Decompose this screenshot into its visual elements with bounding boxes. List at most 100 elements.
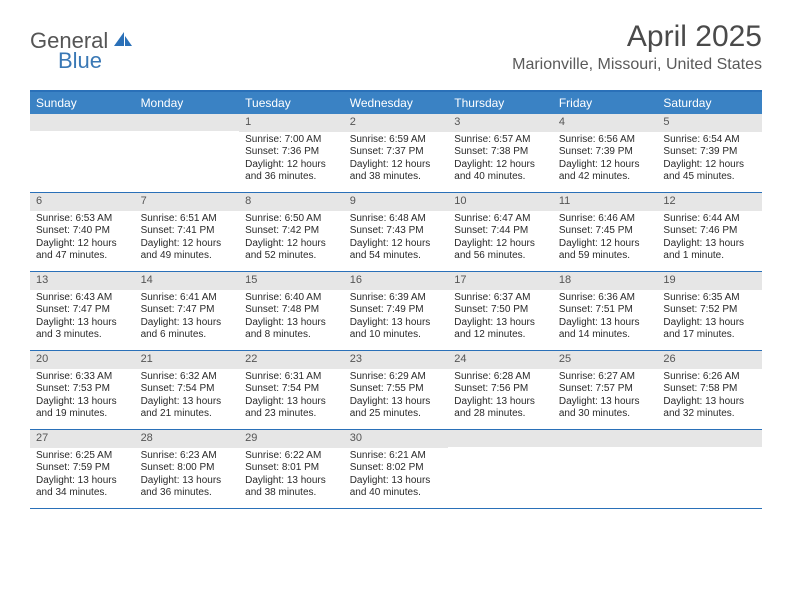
sunrise-text: Sunrise: 6:22 AM: [245, 450, 338, 463]
day-number: 6: [30, 193, 135, 211]
day-number: 12: [657, 193, 762, 211]
sunrise-text: Sunrise: 6:59 AM: [350, 134, 443, 147]
daylight1-text: Daylight: 12 hours: [559, 238, 652, 251]
day-content: Sunrise: 6:53 AMSunset: 7:40 PMDaylight:…: [30, 211, 135, 267]
day-number: 8: [239, 193, 344, 211]
sunrise-text: Sunrise: 6:51 AM: [141, 213, 234, 226]
sunset-text: Sunset: 7:54 PM: [141, 383, 234, 396]
header: General April 2025 Marionville, Missouri…: [0, 0, 792, 82]
sunset-text: Sunset: 7:45 PM: [559, 225, 652, 238]
daylight2-text: and 36 minutes.: [141, 487, 234, 500]
daylight1-text: Daylight: 12 hours: [663, 159, 756, 172]
day-number: 10: [448, 193, 553, 211]
day-cell: 23Sunrise: 6:29 AMSunset: 7:55 PMDayligh…: [344, 351, 449, 429]
sunrise-text: Sunrise: 6:44 AM: [663, 213, 756, 226]
day-content: Sunrise: 6:36 AMSunset: 7:51 PMDaylight:…: [553, 290, 658, 346]
sunset-text: Sunset: 7:39 PM: [663, 146, 756, 159]
daylight1-text: Daylight: 13 hours: [454, 396, 547, 409]
day-cell: 30Sunrise: 6:21 AMSunset: 8:02 PMDayligh…: [344, 430, 449, 508]
sunrise-text: Sunrise: 6:23 AM: [141, 450, 234, 463]
day-number: 4: [553, 114, 658, 132]
sunrise-text: Sunrise: 6:40 AM: [245, 292, 338, 305]
day-cell: 19Sunrise: 6:35 AMSunset: 7:52 PMDayligh…: [657, 272, 762, 350]
title-block: April 2025 Marionville, Missouri, United…: [512, 20, 762, 74]
day-cell: 8Sunrise: 6:50 AMSunset: 7:42 PMDaylight…: [239, 193, 344, 271]
daylight2-text: and 28 minutes.: [454, 408, 547, 421]
weekday-header: Wednesday: [344, 92, 449, 114]
sunset-text: Sunset: 7:55 PM: [350, 383, 443, 396]
day-cell: 5Sunrise: 6:54 AMSunset: 7:39 PMDaylight…: [657, 114, 762, 192]
day-number: 14: [135, 272, 240, 290]
calendar: Sunday Monday Tuesday Wednesday Thursday…: [30, 90, 762, 509]
daylight1-text: Daylight: 12 hours: [36, 238, 129, 251]
sunrise-text: Sunrise: 6:47 AM: [454, 213, 547, 226]
sunset-text: Sunset: 7:53 PM: [36, 383, 129, 396]
day-content: Sunrise: 6:46 AMSunset: 7:45 PMDaylight:…: [553, 211, 658, 267]
day-content: Sunrise: 6:37 AMSunset: 7:50 PMDaylight:…: [448, 290, 553, 346]
weekday-header: Tuesday: [239, 92, 344, 114]
empty-day-number: [553, 430, 658, 447]
sunrise-text: Sunrise: 6:43 AM: [36, 292, 129, 305]
day-cell: [30, 114, 135, 192]
daylight1-text: Daylight: 12 hours: [454, 159, 547, 172]
day-number: 27: [30, 430, 135, 448]
sunset-text: Sunset: 7:44 PM: [454, 225, 547, 238]
day-content: Sunrise: 6:39 AMSunset: 7:49 PMDaylight:…: [344, 290, 449, 346]
day-content: Sunrise: 6:43 AMSunset: 7:47 PMDaylight:…: [30, 290, 135, 346]
daylight2-text: and 12 minutes.: [454, 329, 547, 342]
day-number: 26: [657, 351, 762, 369]
sunset-text: Sunset: 8:01 PM: [245, 462, 338, 475]
day-cell: 28Sunrise: 6:23 AMSunset: 8:00 PMDayligh…: [135, 430, 240, 508]
weekday-header: Saturday: [657, 92, 762, 114]
sunrise-text: Sunrise: 6:56 AM: [559, 134, 652, 147]
logo-text-blue: Blue: [58, 48, 102, 73]
empty-day-number: [30, 114, 135, 131]
day-content: Sunrise: 6:40 AMSunset: 7:48 PMDaylight:…: [239, 290, 344, 346]
sunrise-text: Sunrise: 6:50 AM: [245, 213, 338, 226]
sunset-text: Sunset: 7:56 PM: [454, 383, 547, 396]
day-number: 30: [344, 430, 449, 448]
day-content: Sunrise: 6:32 AMSunset: 7:54 PMDaylight:…: [135, 369, 240, 425]
sunrise-text: Sunrise: 6:35 AM: [663, 292, 756, 305]
daylight2-text: and 40 minutes.: [350, 487, 443, 500]
daylight1-text: Daylight: 12 hours: [350, 238, 443, 251]
weekday-header: Sunday: [30, 92, 135, 114]
sunrise-text: Sunrise: 6:32 AM: [141, 371, 234, 384]
day-cell: 15Sunrise: 6:40 AMSunset: 7:48 PMDayligh…: [239, 272, 344, 350]
sunrise-text: Sunrise: 6:54 AM: [663, 134, 756, 147]
weekday-header: Friday: [553, 92, 658, 114]
sunset-text: Sunset: 7:38 PM: [454, 146, 547, 159]
day-content: Sunrise: 6:28 AMSunset: 7:56 PMDaylight:…: [448, 369, 553, 425]
day-number: 11: [553, 193, 658, 211]
sunset-text: Sunset: 7:52 PM: [663, 304, 756, 317]
day-number: 13: [30, 272, 135, 290]
day-cell: 11Sunrise: 6:46 AMSunset: 7:45 PMDayligh…: [553, 193, 658, 271]
daylight2-text: and 38 minutes.: [245, 487, 338, 500]
sunrise-text: Sunrise: 6:48 AM: [350, 213, 443, 226]
daylight1-text: Daylight: 13 hours: [141, 396, 234, 409]
daylight2-text: and 40 minutes.: [454, 171, 547, 184]
daylight2-text: and 32 minutes.: [663, 408, 756, 421]
day-content: Sunrise: 6:27 AMSunset: 7:57 PMDaylight:…: [553, 369, 658, 425]
sunset-text: Sunset: 7:51 PM: [559, 304, 652, 317]
daylight1-text: Daylight: 13 hours: [663, 238, 756, 251]
day-content: Sunrise: 7:00 AMSunset: 7:36 PMDaylight:…: [239, 132, 344, 188]
daylight1-text: Daylight: 12 hours: [559, 159, 652, 172]
weekday-header: Monday: [135, 92, 240, 114]
sunset-text: Sunset: 7:46 PM: [663, 225, 756, 238]
sunset-text: Sunset: 7:47 PM: [141, 304, 234, 317]
sunset-text: Sunset: 7:37 PM: [350, 146, 443, 159]
daylight2-text: and 47 minutes.: [36, 250, 129, 263]
sunrise-text: Sunrise: 6:31 AM: [245, 371, 338, 384]
daylight2-text: and 38 minutes.: [350, 171, 443, 184]
sunrise-text: Sunrise: 6:27 AM: [559, 371, 652, 384]
sunset-text: Sunset: 7:39 PM: [559, 146, 652, 159]
day-cell: 12 Sunrise: 6:44 AMSunset: 7:46 PMDayligh…: [657, 193, 762, 271]
day-content: Sunrise: 6:51 AMSunset: 7:41 PMDaylight:…: [135, 211, 240, 267]
sunrise-text: Sunrise: 6:25 AM: [36, 450, 129, 463]
day-number: 16: [344, 272, 449, 290]
daylight1-text: Daylight: 12 hours: [245, 159, 338, 172]
day-content: Sunrise: 6:22 AMSunset: 8:01 PMDaylight:…: [239, 448, 344, 504]
daylight1-text: Daylight: 13 hours: [245, 475, 338, 488]
day-cell: 20Sunrise: 6:33 AMSunset: 7:53 PMDayligh…: [30, 351, 135, 429]
